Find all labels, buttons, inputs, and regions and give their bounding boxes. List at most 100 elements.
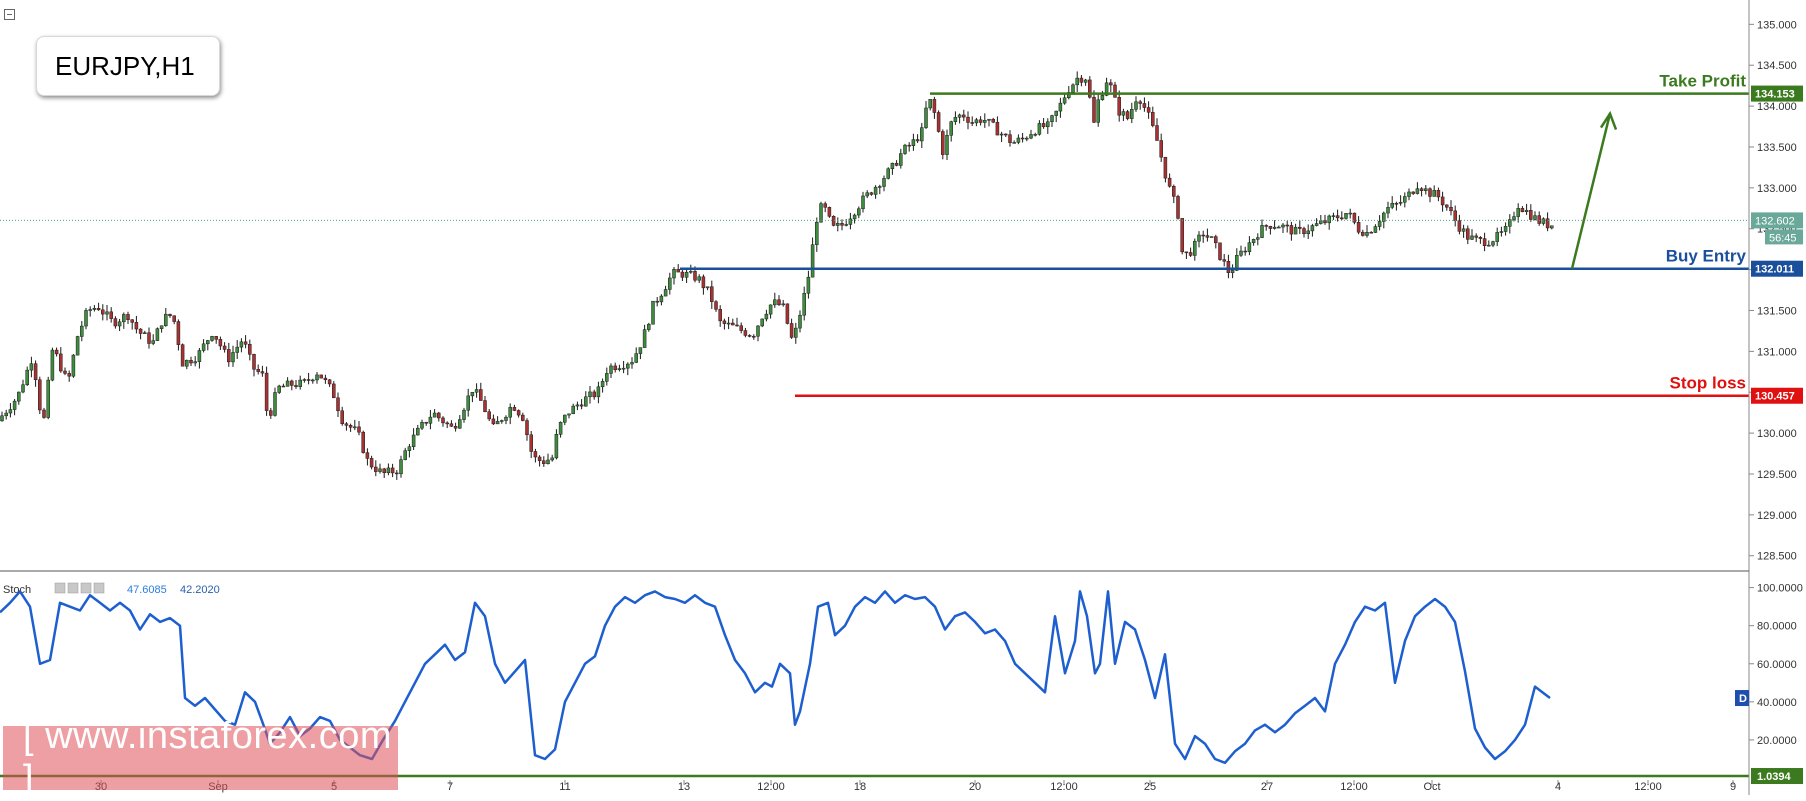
stoch-title: Stoch: [3, 584, 31, 596]
candle-body: [105, 311, 109, 315]
candle-body: [1306, 230, 1310, 235]
candle-body: [600, 381, 605, 388]
time-tick-label: 9: [1730, 781, 1736, 793]
candle-body: [924, 107, 928, 128]
stoch-tick-label: 100.0000: [1757, 583, 1803, 595]
stoch-value-k: 47.6085: [127, 584, 167, 596]
candle-body: [1247, 242, 1252, 252]
candle-body: [1377, 221, 1382, 227]
candle-body: [1524, 210, 1529, 213]
candle-body: [243, 341, 248, 345]
price-tick-label: 135.000: [1757, 19, 1797, 31]
candle-body: [1432, 190, 1436, 197]
candle-body: [710, 286, 714, 302]
candle-body: [21, 384, 25, 393]
candle-body: [869, 192, 874, 195]
candle-body: [1550, 225, 1554, 229]
candle-body: [508, 407, 512, 418]
candle-body: [588, 391, 592, 398]
candle-body: [836, 223, 840, 226]
candle-body: [1323, 220, 1327, 224]
time-tick-label: 11: [559, 781, 570, 793]
candle-body: [1142, 103, 1147, 108]
candle-body: [33, 363, 38, 381]
candle-body: [726, 322, 731, 325]
candle-body: [353, 426, 357, 429]
price-tick-label: 134.500: [1757, 60, 1797, 72]
candle-body: [126, 314, 130, 320]
stoch-control-icon: [93, 582, 105, 594]
candle-body: [285, 380, 290, 387]
candle-body: [1172, 186, 1176, 197]
candle-body: [1474, 235, 1478, 238]
candle-body: [319, 374, 323, 379]
candle-body: [1533, 215, 1537, 220]
candle-body: [1134, 101, 1138, 110]
candle-body: [1331, 215, 1336, 217]
candle-body: [63, 370, 67, 374]
price-tick-label: 133.500: [1757, 142, 1797, 154]
time-tick-label: 13: [678, 781, 690, 793]
candle-body: [1411, 191, 1415, 194]
candle-body: [802, 293, 806, 316]
candle-body: [697, 276, 701, 281]
candle-body: [483, 400, 487, 413]
candle-body: [806, 276, 811, 294]
candle-body: [533, 451, 538, 458]
candle-body: [768, 304, 773, 315]
candle-body: [794, 327, 798, 338]
candle-body: [1230, 270, 1235, 273]
candle-body: [361, 431, 365, 453]
candle-body: [491, 418, 496, 425]
candle-body: [1289, 225, 1294, 235]
candle-body: [1197, 234, 1201, 242]
candle-body: [138, 328, 143, 334]
candle-body: [474, 389, 479, 393]
candle-body: [1512, 216, 1516, 220]
candle-body: [848, 218, 853, 225]
price-tick-label: 134.000: [1757, 101, 1797, 113]
candle-body: [290, 380, 294, 386]
time-tick-label: Oct: [1423, 781, 1440, 793]
candle-body: [886, 168, 890, 179]
candle-body: [437, 412, 441, 419]
candle-body: [1037, 123, 1042, 135]
candle-body: [592, 391, 596, 398]
candle-body: [281, 385, 286, 388]
candle-body: [218, 339, 223, 347]
candle-body: [1218, 242, 1222, 260]
candle-body: [327, 379, 332, 385]
candle-body: [1201, 234, 1205, 237]
candle-body: [1298, 226, 1302, 229]
candle-body: [1382, 212, 1386, 222]
candle-body: [227, 349, 231, 363]
candle-body: [1398, 201, 1403, 204]
candle-body: [1083, 79, 1088, 83]
candle-body: [1499, 231, 1504, 233]
price-tick-label: 131.000: [1757, 346, 1797, 358]
time-tick-label: 7: [447, 781, 453, 793]
candle-body: [663, 289, 668, 297]
candle-body: [957, 114, 962, 118]
collapse-icon[interactable]: [4, 9, 15, 20]
candle-body: [777, 299, 781, 306]
candle-body: [1117, 97, 1121, 116]
candle-body: [831, 216, 836, 226]
level-price-tag: [1751, 387, 1803, 404]
candle-body: [798, 314, 802, 329]
candle-body: [17, 391, 21, 402]
candle-body: [1176, 196, 1180, 219]
candle-body: [235, 346, 239, 353]
candle-body: [1235, 255, 1239, 271]
candle-body: [626, 363, 630, 369]
candle-body: [395, 472, 399, 475]
candle-body: [256, 369, 260, 372]
candle-body: [550, 457, 554, 461]
candle-body: [731, 322, 735, 326]
candle-body: [1163, 156, 1168, 179]
stoch-value-d: 42.2020: [180, 584, 220, 596]
candle-body: [647, 323, 651, 330]
candle-body: [151, 340, 155, 344]
candle-body: [1386, 207, 1390, 214]
